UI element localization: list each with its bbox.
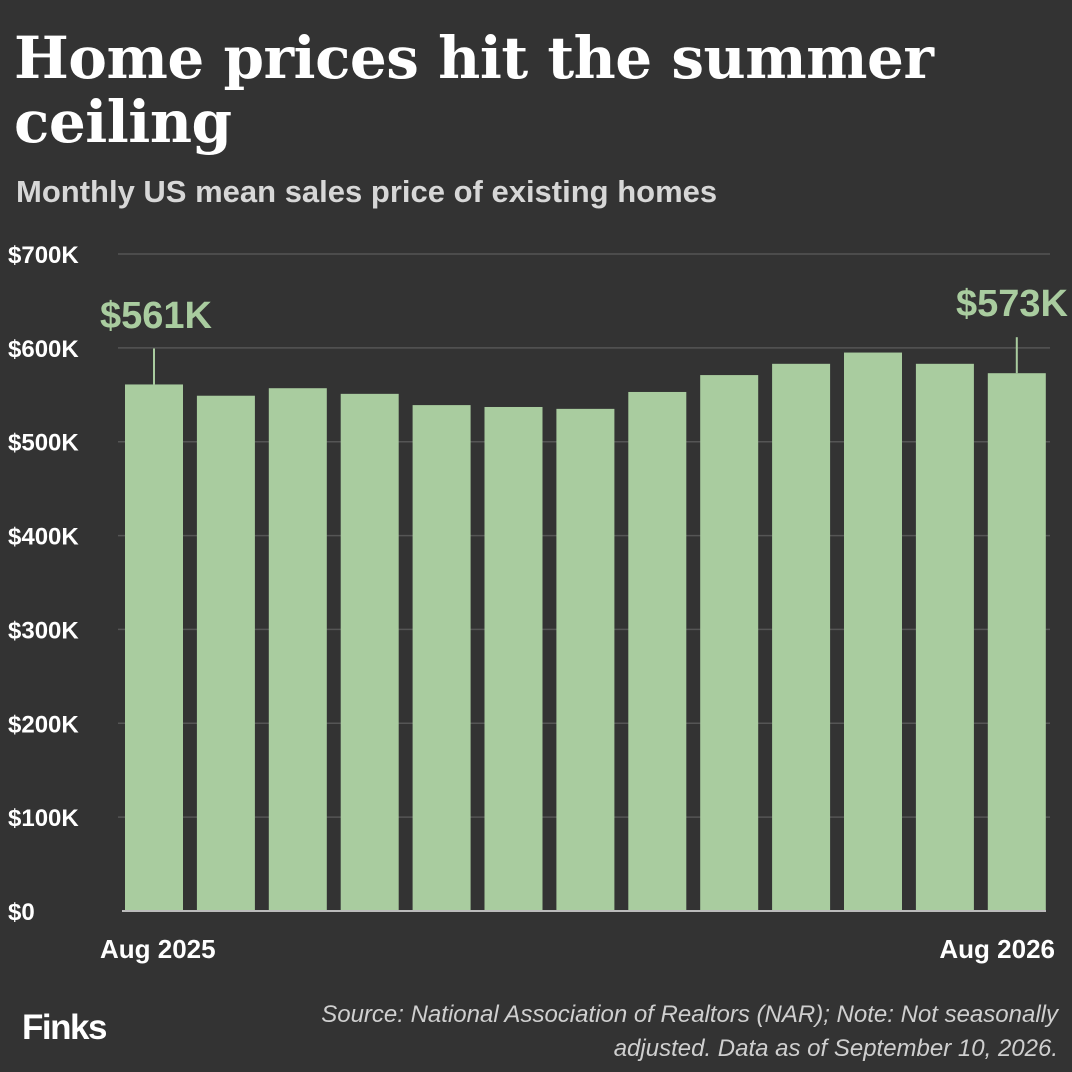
bar bbox=[340, 393, 399, 911]
brand-logo: Finks bbox=[22, 1008, 107, 1047]
bar bbox=[628, 391, 687, 912]
y-tick-label: $700K bbox=[8, 242, 79, 269]
y-tick-label: $0 bbox=[8, 899, 35, 926]
bar-chart: $0 $100K $200K $300K $400K $500K $600K $700K $5… bbox=[8, 242, 1069, 964]
chart-title: Home prices hit the summer ceiling bbox=[14, 24, 934, 156]
y-tick-label: $200K bbox=[8, 711, 79, 738]
x-axis-ticks: Aug 2025 Aug 2026 bbox=[100, 934, 1055, 964]
bar bbox=[915, 363, 974, 911]
x-tick-label: Aug 2025 bbox=[100, 934, 216, 964]
data-label: $561K bbox=[100, 295, 213, 337]
bar bbox=[125, 384, 183, 911]
bar bbox=[268, 388, 327, 912]
x-tick-label: Aug 2026 bbox=[939, 934, 1055, 964]
y-tick-label: $100K bbox=[8, 805, 79, 832]
bar bbox=[556, 408, 615, 911]
y-axis-ticks: $0 $100K $200K $300K $400K $500K $600K $700K bbox=[8, 242, 79, 926]
bar bbox=[987, 373, 1046, 911]
y-tick-label: $500K bbox=[8, 430, 79, 457]
bar bbox=[844, 352, 902, 911]
data-label: $573K bbox=[956, 283, 1069, 325]
y-tick-label: $300K bbox=[8, 617, 79, 644]
bar bbox=[412, 405, 471, 911]
annotations: $561K $573K bbox=[100, 283, 1069, 385]
bar bbox=[196, 395, 255, 912]
bar bbox=[484, 406, 543, 911]
bar bbox=[772, 363, 831, 911]
y-tick-label: $600K bbox=[8, 336, 79, 363]
bar bbox=[700, 375, 759, 912]
source-note: Source: National Association of Realtors… bbox=[321, 1001, 1058, 1062]
y-tick-label: $400K bbox=[8, 524, 79, 551]
chart-subtitle: Monthly US mean sales price of existing … bbox=[16, 174, 718, 209]
bars bbox=[125, 352, 1046, 912]
